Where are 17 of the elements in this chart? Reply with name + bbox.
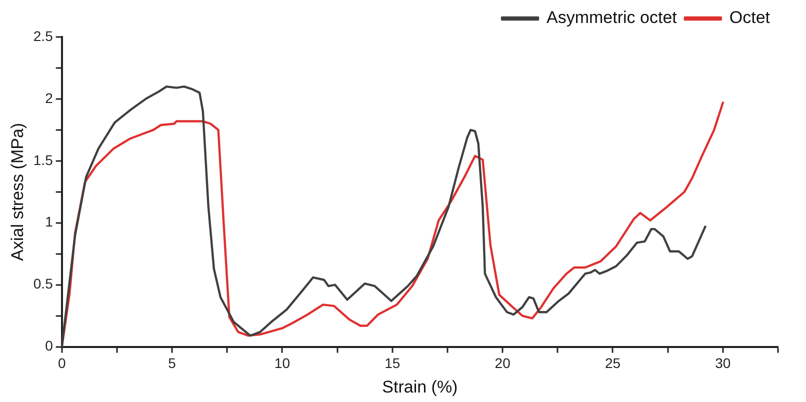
legend-label: Octet [729,8,770,28]
x-tick-label: 25 [604,355,621,372]
y-tick-label: 0 [45,338,54,354]
y-tick-label: 0.5 [33,276,54,292]
y-tick-label: 1 [45,214,54,230]
y-tick-label: 2 [45,90,54,106]
x-tick-label: 0 [58,355,66,372]
x-tick-label: 10 [274,355,290,372]
x-tick-label: 20 [494,355,511,372]
legend-label: Asymmetric octet [546,8,678,28]
x-tick-label: 15 [384,355,400,372]
x-tick-label: 30 [715,355,731,372]
y-axis-title: Axial stress (MPa) [8,122,27,261]
y-tick-label: 1.5 [33,152,54,168]
x-tick-label: 5 [168,355,176,372]
x-axis-title: Strain (%) [382,377,458,396]
y-tick-label: 2.5 [33,28,54,44]
